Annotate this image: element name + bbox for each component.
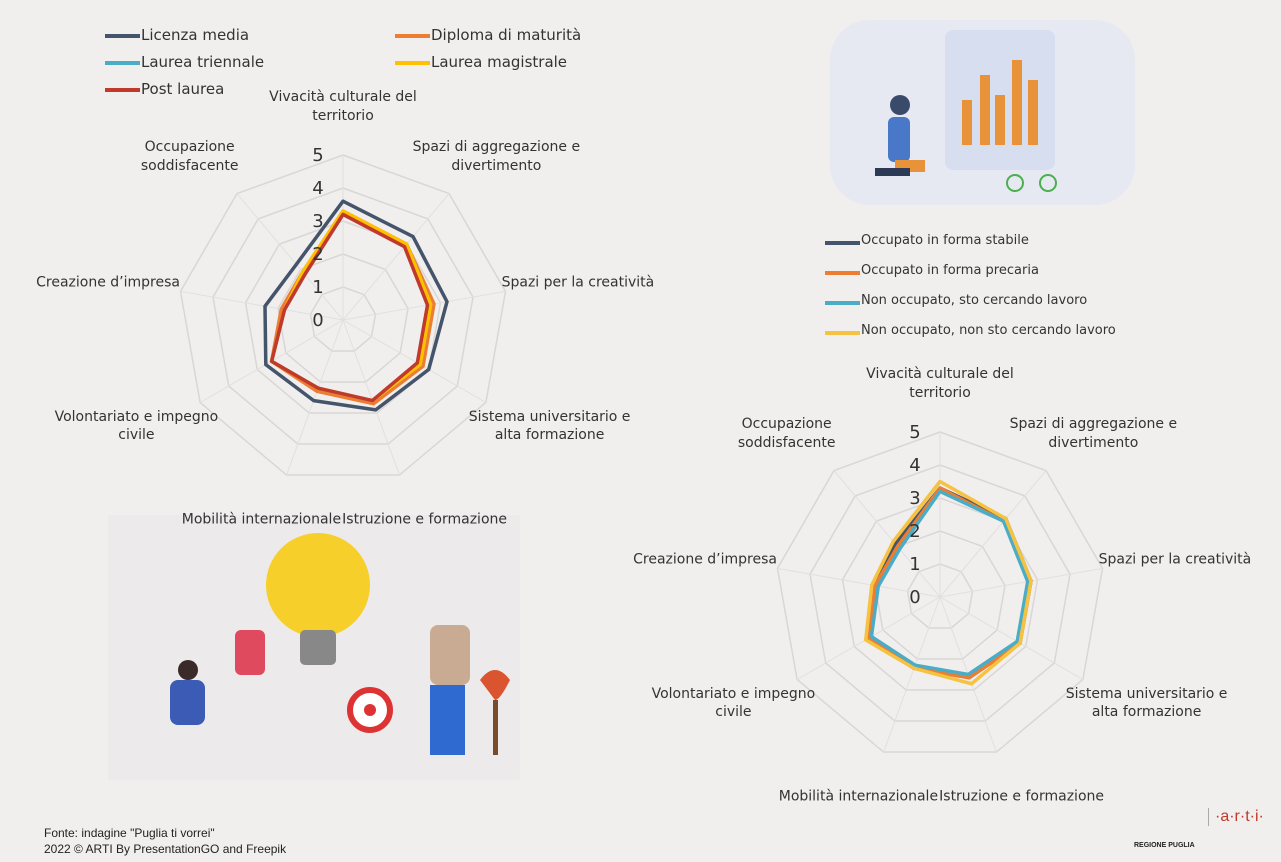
tick-label: 2 [909,521,920,542]
grid-ring [776,431,1104,753]
spoke [342,319,400,476]
legend-label: Non occupato, non sto cercando lavoro [861,323,1116,338]
category-label: Spazi di aggregazione e divertimento [1009,415,1178,451]
spoke [833,470,941,598]
legend-label: Diploma di maturità [431,26,582,44]
legend-label: Non occupato, sto cercando lavoro [861,293,1088,308]
logo-arti: ·a·r·t·i· [1208,808,1264,826]
spoke [342,290,506,321]
grid-ring [309,286,377,352]
category-label: Mobilità internazionale [181,511,342,528]
spoke [342,319,487,403]
category-label: Creazione d’impresa [633,551,777,568]
category-label: Spazi per la creatività [501,274,655,291]
category-label: Sistema universitario e alta formazione [1065,685,1228,721]
grid-ring [212,187,474,445]
tick-label: 1 [909,554,920,575]
category-label: Mobilità internazionale [778,788,939,805]
spoke [777,567,941,598]
legend-label: Licenza media [141,26,250,44]
tick-label: 4 [909,455,920,476]
tick-label: 5 [312,145,323,166]
category-label: Occupazione soddisfacente [737,415,836,451]
category-label: Volontariato e impegno civile [54,408,219,444]
category-label: Spazi per la creatività [1098,551,1252,568]
spoke [286,319,344,476]
illustration-bottom [108,515,520,780]
grid-ring [179,154,507,476]
spoke [939,596,1084,680]
grid-ring [244,220,442,414]
category-label: Occupazione soddisfacente [140,138,239,174]
category-label: Istruzione e formazione [939,788,1104,805]
tick-label: 0 [312,310,323,331]
grid-ring [841,497,1039,691]
legend-label: Occupato in forma stabile [861,233,1029,248]
legend-label: Laurea triennale [141,53,265,71]
tick-label: 2 [312,244,323,265]
credits: 2022 © ARTI By PresentationGO and Freepi… [44,842,287,856]
category-label: Vivacità culturale del territorio [866,366,1014,401]
series-line [869,489,1030,677]
legend-label: Post laurea [141,80,225,98]
source: Fonte: indagine "Puglia ti vorrei" [44,826,215,840]
grid-ring [906,563,974,629]
series-line [863,479,1033,686]
logo-regione: REGIONE PUGLIA [1134,842,1195,849]
category-label: Volontariato e impegno civile [651,685,816,721]
tick-label: 0 [909,587,920,608]
series-line [269,212,430,403]
category-label: Spazi di aggregazione e divertimento [412,138,581,174]
legend-label: Occupato in forma precaria [861,263,1039,278]
category-label: Sistema universitario e alta formazione [468,408,631,444]
grid-ring [809,464,1071,722]
spoke [236,193,344,321]
tick-label: 4 [312,178,323,199]
spoke [180,290,344,321]
tick-label: 5 [909,422,920,443]
tick-label: 1 [312,277,323,298]
spoke [342,193,450,321]
tick-label: 3 [312,211,323,232]
series-line [263,199,449,412]
legend-label: Laurea magistrale [431,53,568,71]
spoke [939,567,1103,598]
category-label: Vivacità culturale del territorio [269,89,417,124]
illustration-top [830,20,1135,205]
category-label: Creazione d’impresa [36,274,180,291]
spoke [939,470,1047,598]
spoke [883,596,941,753]
grid-ring [277,253,409,383]
tick-label: 3 [909,488,920,509]
category-label: Istruzione e formazione [342,511,507,528]
